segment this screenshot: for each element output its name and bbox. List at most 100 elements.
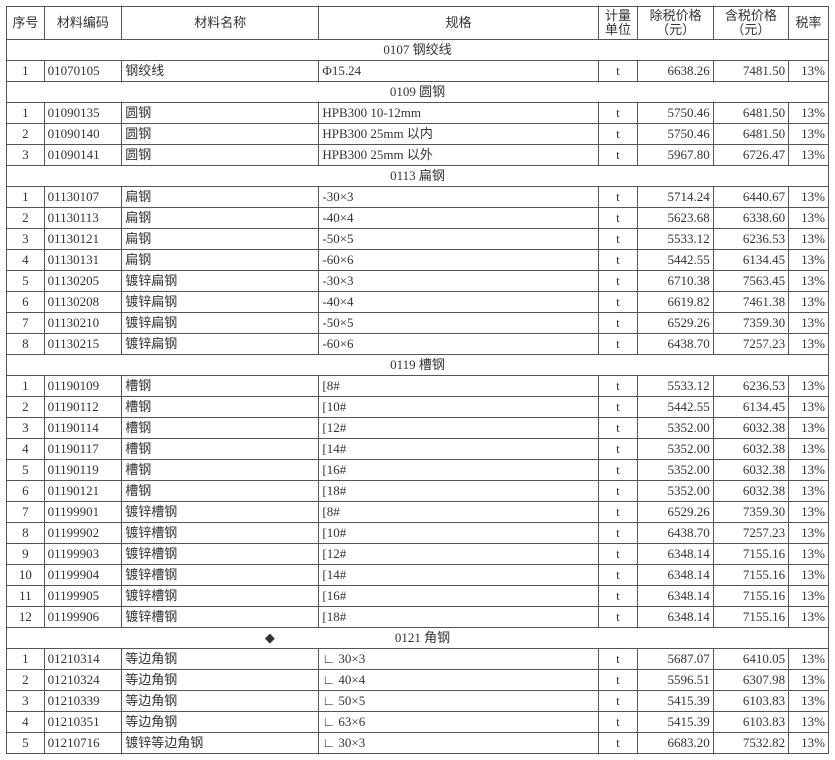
table-row: 101070105钢绞线Φ15.24t6638.267481.5013% xyxy=(7,61,829,82)
cell-name: 镀锌扁钢 xyxy=(122,292,319,313)
cell-name: 镀锌等边角钢 xyxy=(122,733,319,754)
table-row: 901199903镀锌槽钢[12#t6348.147155.1613% xyxy=(7,544,829,565)
cell-rate: 13% xyxy=(789,439,829,460)
cell-unit: t xyxy=(598,544,638,565)
cell-spec: [16# xyxy=(319,586,598,607)
cell-name: 镀锌槽钢 xyxy=(122,565,319,586)
cell-code: 01210351 xyxy=(44,712,122,733)
cell-spec: -60×6 xyxy=(319,250,598,271)
cell-seq: 7 xyxy=(7,502,45,523)
cell-price-tax: 7257.23 xyxy=(713,523,788,544)
cell-rate: 13% xyxy=(789,103,829,124)
cell-seq: 1 xyxy=(7,103,45,124)
cell-price-net: 6529.26 xyxy=(638,313,713,334)
cell-spec: [10# xyxy=(319,397,598,418)
cell-price-net: 6710.38 xyxy=(638,271,713,292)
cell-rate: 13% xyxy=(789,586,829,607)
cell-seq: 7 xyxy=(7,313,45,334)
cell-rate: 13% xyxy=(789,418,829,439)
table-row: 401210351等边角钢∟ 63×6t5415.396103.8313% xyxy=(7,712,829,733)
table-row: 601130208镀锌扁钢-40×4t6619.827461.3813% xyxy=(7,292,829,313)
cell-code: 01130208 xyxy=(44,292,122,313)
cell-price-net: 5352.00 xyxy=(638,418,713,439)
cell-unit: t xyxy=(598,145,638,166)
cell-name: 圆钢 xyxy=(122,124,319,145)
cell-code: 01090140 xyxy=(44,124,122,145)
cell-price-net: 5714.24 xyxy=(638,187,713,208)
cell-name: 圆钢 xyxy=(122,145,319,166)
cell-name: 等边角钢 xyxy=(122,691,319,712)
cell-spec: HPB300 10-12mm xyxy=(319,103,598,124)
cell-price-tax: 6726.47 xyxy=(713,145,788,166)
cell-rate: 13% xyxy=(789,523,829,544)
cell-price-net: 6348.14 xyxy=(638,586,713,607)
cell-code: 01210324 xyxy=(44,670,122,691)
th-unit: 计量单位 xyxy=(598,7,638,40)
cell-price-net: 6619.82 xyxy=(638,292,713,313)
cell-spec: [12# xyxy=(319,544,598,565)
cell-price-tax: 7155.16 xyxy=(713,565,788,586)
cell-spec: [12# xyxy=(319,418,598,439)
cell-spec: HPB300 25mm 以内 xyxy=(319,124,598,145)
cell-price-net: 6438.70 xyxy=(638,334,713,355)
cell-name: 扁钢 xyxy=(122,187,319,208)
cell-unit: t xyxy=(598,460,638,481)
cell-seq: 4 xyxy=(7,439,45,460)
cell-seq: 1 xyxy=(7,187,45,208)
cell-price-tax: 6134.45 xyxy=(713,397,788,418)
table-header-row: 序号 材料编码 材料名称 规格 计量单位 除税价格（元） 含税价格（元） 税率 xyxy=(7,7,829,40)
table-row: 101190109槽钢[8#t5533.126236.5313% xyxy=(7,376,829,397)
cell-unit: t xyxy=(598,250,638,271)
cell-spec: -40×4 xyxy=(319,292,598,313)
cell-seq: 2 xyxy=(7,670,45,691)
cell-name: 镀锌扁钢 xyxy=(122,313,319,334)
cell-code: 01190114 xyxy=(44,418,122,439)
section-header: 0109 圆钢 xyxy=(7,82,829,103)
cell-seq: 3 xyxy=(7,145,45,166)
cell-name: 圆钢 xyxy=(122,103,319,124)
section-header: 0107 钢绞线 xyxy=(7,40,829,61)
cell-unit: t xyxy=(598,712,638,733)
cell-price-net: 5687.07 xyxy=(638,649,713,670)
cell-price-tax: 7359.30 xyxy=(713,313,788,334)
table-row: 1201199906镀锌槽钢[18#t6348.147155.1613% xyxy=(7,607,829,628)
cell-rate: 13% xyxy=(789,712,829,733)
th-pn: 除税价格（元） xyxy=(638,7,713,40)
cell-seq: 3 xyxy=(7,418,45,439)
cell-name: 等边角钢 xyxy=(122,712,319,733)
cell-seq: 12 xyxy=(7,607,45,628)
cell-unit: t xyxy=(598,187,638,208)
cell-seq: 3 xyxy=(7,691,45,712)
cell-name: 槽钢 xyxy=(122,418,319,439)
cell-rate: 13% xyxy=(789,292,829,313)
cell-rate: 13% xyxy=(789,271,829,292)
cell-price-net: 6638.26 xyxy=(638,61,713,82)
cell-spec: ∟ 63×6 xyxy=(319,712,598,733)
cell-code: 01090135 xyxy=(44,103,122,124)
cell-unit: t xyxy=(598,208,638,229)
cell-code: 01190117 xyxy=(44,439,122,460)
cell-spec: -40×4 xyxy=(319,208,598,229)
section-header: 0119 槽钢 xyxy=(7,355,829,376)
cell-spec: [8# xyxy=(319,502,598,523)
cell-code: 01130131 xyxy=(44,250,122,271)
table-row: 201190112槽钢[10#t5442.556134.4513% xyxy=(7,397,829,418)
th-spec: 规格 xyxy=(319,7,598,40)
cell-price-tax: 6410.05 xyxy=(713,649,788,670)
table-row: 101210314等边角钢∟ 30×3t5687.076410.0513% xyxy=(7,649,829,670)
cell-unit: t xyxy=(598,397,638,418)
cell-seq: 3 xyxy=(7,229,45,250)
cell-rate: 13% xyxy=(789,544,829,565)
cell-code: 01190119 xyxy=(44,460,122,481)
cell-price-tax: 6032.38 xyxy=(713,439,788,460)
cell-unit: t xyxy=(598,586,638,607)
cell-unit: t xyxy=(598,733,638,754)
cell-code: 01210716 xyxy=(44,733,122,754)
cell-code: 01210339 xyxy=(44,691,122,712)
cell-code: 01190112 xyxy=(44,397,122,418)
cell-name: 镀锌槽钢 xyxy=(122,586,319,607)
cell-price-tax: 6440.67 xyxy=(713,187,788,208)
cell-spec: -30×3 xyxy=(319,271,598,292)
table-row: 201090140圆钢HPB300 25mm 以内t5750.466481.50… xyxy=(7,124,829,145)
cell-seq: 6 xyxy=(7,481,45,502)
